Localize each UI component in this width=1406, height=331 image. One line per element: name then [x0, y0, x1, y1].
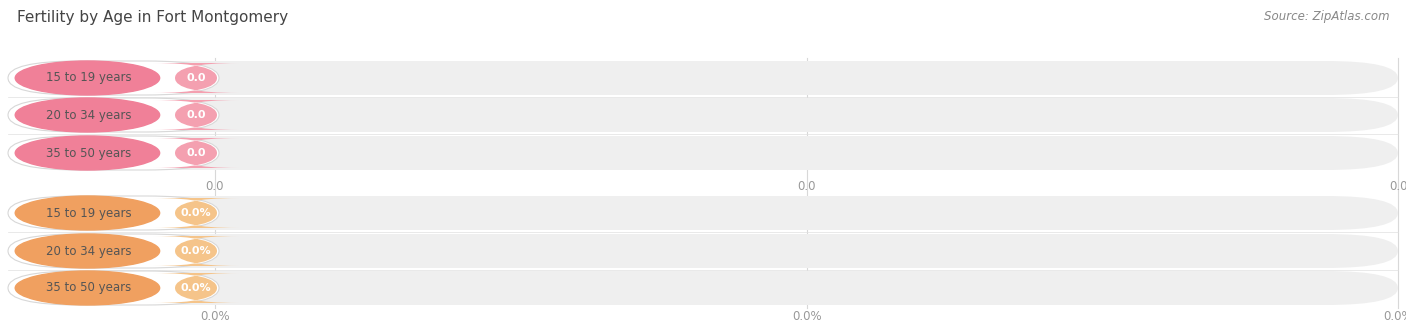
FancyBboxPatch shape [153, 273, 239, 303]
FancyBboxPatch shape [8, 234, 219, 268]
Text: 20 to 34 years: 20 to 34 years [46, 109, 132, 121]
FancyBboxPatch shape [8, 271, 1398, 305]
Text: 0.0%: 0.0% [181, 283, 211, 293]
Circle shape [15, 136, 160, 170]
FancyBboxPatch shape [153, 236, 239, 266]
Text: 35 to 50 years: 35 to 50 years [46, 147, 131, 160]
Circle shape [15, 61, 160, 95]
FancyBboxPatch shape [153, 138, 239, 168]
Text: Source: ZipAtlas.com: Source: ZipAtlas.com [1264, 10, 1389, 23]
FancyBboxPatch shape [8, 234, 1398, 268]
Text: 0.0%: 0.0% [792, 310, 823, 323]
Text: 15 to 19 years: 15 to 19 years [46, 207, 132, 219]
FancyBboxPatch shape [8, 271, 219, 305]
FancyBboxPatch shape [8, 196, 1398, 230]
FancyBboxPatch shape [8, 136, 219, 170]
Text: 0.0: 0.0 [186, 148, 205, 158]
Text: 15 to 19 years: 15 to 19 years [46, 71, 132, 84]
Text: 35 to 50 years: 35 to 50 years [46, 281, 131, 295]
Text: 0.0%: 0.0% [1384, 310, 1406, 323]
Circle shape [15, 234, 160, 268]
FancyBboxPatch shape [8, 196, 219, 230]
Text: 0.0%: 0.0% [181, 208, 211, 218]
FancyBboxPatch shape [153, 63, 239, 93]
Text: 0.0%: 0.0% [181, 246, 211, 256]
FancyBboxPatch shape [8, 98, 1398, 132]
Text: 20 to 34 years: 20 to 34 years [46, 245, 132, 258]
Text: Fertility by Age in Fort Montgomery: Fertility by Age in Fort Montgomery [17, 10, 288, 25]
FancyBboxPatch shape [8, 98, 219, 132]
FancyBboxPatch shape [8, 61, 219, 95]
Text: 0.0: 0.0 [1389, 179, 1406, 193]
Circle shape [15, 271, 160, 305]
Text: 0.0: 0.0 [205, 179, 224, 193]
Circle shape [15, 196, 160, 230]
FancyBboxPatch shape [8, 61, 1398, 95]
FancyBboxPatch shape [153, 198, 239, 228]
Circle shape [15, 98, 160, 132]
Text: 0.0: 0.0 [186, 73, 205, 83]
Text: 0.0: 0.0 [797, 179, 817, 193]
FancyBboxPatch shape [8, 136, 1398, 170]
FancyBboxPatch shape [153, 100, 239, 130]
Text: 0.0%: 0.0% [200, 310, 229, 323]
Text: 0.0: 0.0 [186, 110, 205, 120]
